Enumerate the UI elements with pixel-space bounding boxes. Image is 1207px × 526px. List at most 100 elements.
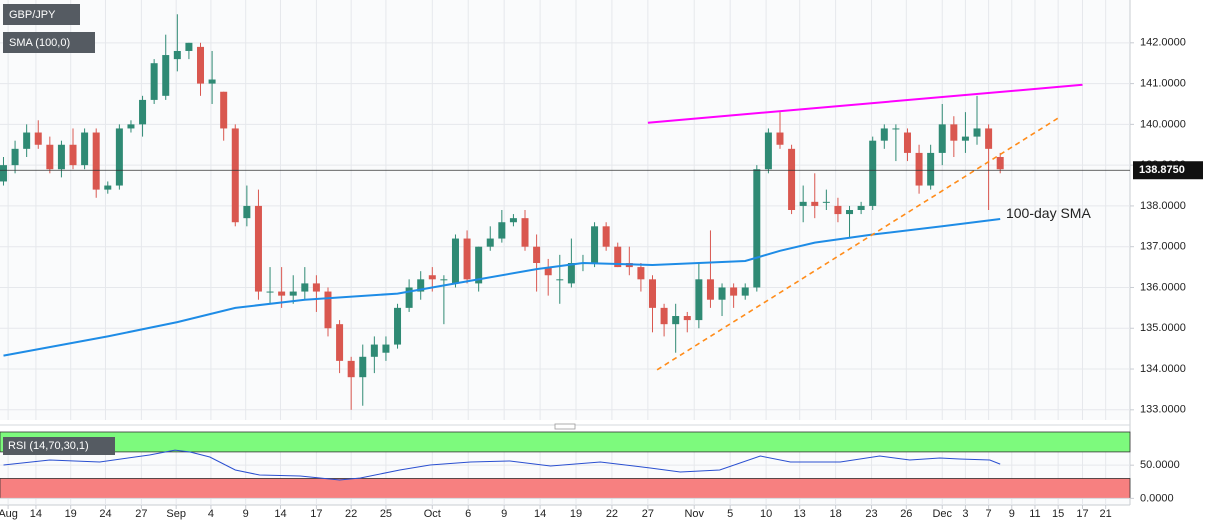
candle-body	[533, 246, 541, 264]
annotation: 100-day SMA	[1006, 205, 1091, 221]
candle-body	[834, 205, 842, 215]
x-tick-label: 19	[65, 508, 77, 520]
candle-body	[602, 226, 610, 247]
x-tick-label: 26	[900, 508, 912, 520]
candle-body	[475, 246, 483, 284]
y-tick-label: 137.0000	[1140, 241, 1186, 253]
candle-body	[382, 344, 390, 353]
candle-body	[811, 201, 819, 206]
candle-body	[556, 279, 564, 281]
legend-entry: SMA (100,0)	[9, 37, 70, 49]
rsi-line	[3, 449, 1001, 481]
y-tick-label: 0.0000	[1140, 492, 1174, 504]
candle-body	[324, 291, 332, 329]
x-tick-label: 18	[829, 508, 841, 520]
rsi-panel: Aug 14 19 24 27 Sep 4 9 14 17 22 25 Oct 6 9 14 19 22 27 Nov…	[0, 431, 1180, 520]
candle-body	[509, 218, 517, 223]
y-tick-label: 136.0000	[1140, 281, 1186, 293]
sma-line	[3, 218, 1001, 357]
candle-body	[706, 279, 714, 300]
candle-body	[394, 307, 402, 345]
panel-handle[interactable]	[554, 423, 576, 430]
y-tick-label: 133.0000	[1140, 404, 1186, 416]
candle-body	[150, 63, 158, 100]
candle-body	[649, 279, 657, 308]
candle-body	[69, 144, 77, 166]
x-tick-label: 24	[99, 508, 111, 520]
candle-body	[857, 205, 865, 210]
candle-body	[996, 156, 1004, 170]
candle-body	[278, 291, 286, 296]
x-tick-label: Aug	[0, 508, 18, 520]
x-tick-label: 27	[135, 508, 147, 520]
candle-body	[822, 201, 830, 203]
trendline	[647, 83, 1083, 124]
x-tick-label: 27	[642, 508, 654, 520]
candle-body	[405, 287, 413, 308]
candle-body	[869, 140, 877, 206]
price-plot-bg	[0, 0, 1130, 420]
labels: GBP/JPY SMA (100,0) 138.8750 RSI (14,70,3…	[3, 4, 1203, 455]
x-tick-label: 17	[1076, 508, 1088, 520]
candle-body	[938, 124, 946, 153]
candle-body	[220, 91, 228, 129]
candle-body	[92, 132, 100, 190]
y-tick-label: 50.0000	[1140, 459, 1180, 471]
candle-body	[139, 99, 147, 125]
candle-body	[440, 279, 448, 281]
x-tick-label: 11	[1029, 508, 1040, 520]
candle-body	[718, 287, 726, 300]
last-price-box	[1133, 161, 1203, 180]
candle-body	[370, 344, 378, 357]
candle-body	[301, 283, 309, 292]
chart-title: GBP/JPY	[9, 9, 56, 21]
candle-body	[11, 148, 19, 166]
candle-body	[185, 42, 193, 51]
x-tick-label: Nov	[684, 508, 704, 520]
x-tick-label: 6	[465, 508, 471, 520]
x-tick-label: 3	[962, 508, 968, 520]
candle-body	[266, 291, 274, 293]
candle-body	[903, 132, 911, 153]
candle-body	[254, 205, 262, 292]
candle-body	[81, 132, 89, 166]
candle-body	[567, 263, 575, 284]
candle-body	[289, 291, 297, 296]
x-tick-label: 7	[986, 508, 992, 520]
x-tick-label: 4	[208, 508, 214, 520]
x-tick-label: Dec	[932, 508, 952, 520]
candle-body	[614, 246, 622, 268]
trendline	[656, 115, 1061, 371]
candle-body	[695, 279, 703, 321]
rsi-title: RSI (14,70,30,1)	[8, 440, 89, 452]
candle-body	[208, 79, 216, 84]
candle-body	[672, 316, 680, 325]
y-tick-label: 141.0000	[1140, 77, 1186, 89]
candle-body	[961, 136, 969, 141]
legend-box	[3, 32, 95, 53]
x-tick-label: 15	[1052, 508, 1064, 520]
candle-body	[927, 152, 935, 186]
candle-body	[197, 46, 205, 84]
candle-body	[57, 144, 65, 170]
candle-body	[336, 324, 344, 361]
candle-body	[915, 152, 923, 186]
x-tick-label: 14	[30, 508, 42, 520]
candle-body	[312, 283, 320, 292]
candle-body	[243, 205, 251, 219]
candle-body	[451, 238, 459, 284]
x-tick-label: 9	[243, 508, 249, 520]
x-tick-label: 10	[760, 508, 772, 520]
price-panel: 133.0000 134.0000 135.0000 136.0000 137.0000…	[0, 0, 1186, 420]
candle-body	[788, 148, 796, 210]
y-tick-label: 140.0000	[1140, 118, 1186, 130]
rsi-band	[0, 431, 1131, 453]
candle-body	[683, 316, 691, 321]
x-tick-label: 5	[727, 508, 733, 520]
candle-body	[104, 185, 112, 190]
x-tick-label: 13	[794, 508, 806, 520]
y-tick-label: 142.0000	[1140, 37, 1186, 49]
candle-body	[637, 267, 645, 280]
candle-body	[521, 218, 529, 247]
